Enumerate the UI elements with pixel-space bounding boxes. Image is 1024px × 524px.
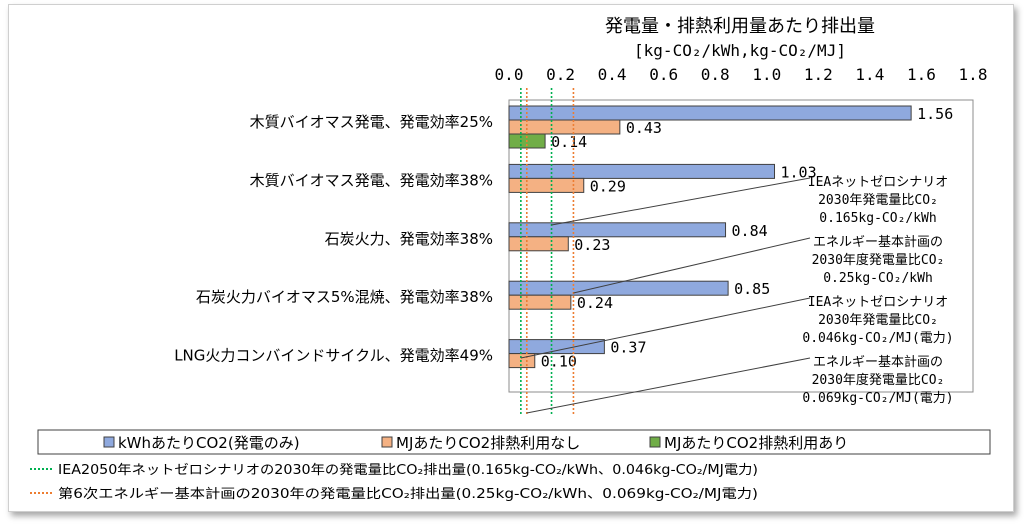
annotation-text: 0.25kg-CO₂/kWh xyxy=(823,271,933,286)
data-label: 0.10 xyxy=(541,353,577,371)
legend-swatch xyxy=(103,436,115,448)
data-label: 0.37 xyxy=(610,339,646,357)
annotation-leader xyxy=(520,297,811,359)
data-label: 0.23 xyxy=(574,236,610,254)
data-label: 0.14 xyxy=(551,133,587,151)
x-tick-label: 0.6 xyxy=(649,65,678,84)
annotation-leader xyxy=(526,357,811,414)
annotation-leader xyxy=(551,177,811,226)
category-label: LNG火力コンバインドサイクル、発電効率49% xyxy=(174,347,493,365)
x-tick-label: 1.0 xyxy=(752,65,781,84)
bar-1 xyxy=(508,105,912,121)
bar-1 xyxy=(508,339,605,355)
bar-2 xyxy=(508,353,536,369)
annotation-text: IEAネットゼロシナリオ xyxy=(808,175,948,190)
annotation-text: 2030年度発電量比CO₂ xyxy=(812,252,945,268)
data-label: 0.43 xyxy=(626,119,662,137)
annotation-text: エネルギー基本計画の xyxy=(813,234,943,250)
data-label: 0.29 xyxy=(590,177,626,195)
data-label: 0.24 xyxy=(577,294,613,312)
data-label: 1.56 xyxy=(917,105,953,123)
annotation-text: エネルギー基本計画の xyxy=(813,354,943,370)
bar-1 xyxy=(508,222,727,238)
bar-1 xyxy=(508,280,729,296)
data-label: 0.84 xyxy=(732,222,768,240)
bar-2 xyxy=(508,119,621,135)
chart-title: 発電量・排熱利用量あたり排出量 xyxy=(605,16,875,37)
category-label: 木質バイオマス発電、発電効率38% xyxy=(250,171,493,189)
x-tick-label: 0.2 xyxy=(546,65,575,84)
x-tick-label: 1.6 xyxy=(907,65,936,84)
bar-1 xyxy=(508,163,776,179)
legend-line-label: 第6次エネルギー基本計画の2030年の発電量比CO₂排出量(0.25kg-CO₂… xyxy=(58,486,758,502)
x-tick-label: 1.8 xyxy=(959,65,988,84)
legend-box xyxy=(37,429,991,455)
x-tick-label: 1.4 xyxy=(855,65,884,84)
legend-line-label: IEA2050年ネットゼロシナリオの2030年の発電量比CO₂排出量(0.165… xyxy=(58,463,758,478)
chart-unit-label: [kg-CO₂/kWh,kg-CO₂/MJ] xyxy=(634,41,846,60)
category-label: 石炭火力、発電効率38% xyxy=(325,230,493,248)
bar-2 xyxy=(508,294,572,310)
annotation-text: IEAネットゼロシナリオ xyxy=(808,295,948,310)
legend-label: MJあたりCO2排熱利用なし xyxy=(396,434,580,452)
data-label: 0.85 xyxy=(734,280,770,298)
annotation-text: 2030年発電量比CO₂ xyxy=(818,313,938,328)
annotation-text: 0.069kg-CO₂/MJ(電力) xyxy=(802,391,953,406)
x-tick-label: 0.8 xyxy=(701,65,730,84)
bar-2 xyxy=(508,177,585,193)
annotation-text: 0.165kg-CO₂/kWh xyxy=(819,211,936,226)
legend-swatch xyxy=(649,436,661,448)
x-tick-label: 0.0 xyxy=(495,65,524,84)
category-label: 石炭火力バイオマス5%混焼、発電効率38% xyxy=(196,288,493,306)
x-tick-label: 0.4 xyxy=(598,65,627,84)
annotation-text: 2030年発電量比CO₂ xyxy=(818,193,938,208)
category-label: 木質バイオマス発電、発電効率25% xyxy=(250,113,493,131)
annotation-text: 2030年度発電量比CO₂ xyxy=(812,372,945,388)
data-label: 1.03 xyxy=(781,163,817,181)
bar-2 xyxy=(508,236,569,252)
chart-frame xyxy=(8,4,1014,512)
annotation-text: 0.046kg-CO₂/MJ(電力) xyxy=(802,331,953,346)
annotation-leader xyxy=(573,237,811,294)
legend-swatch xyxy=(381,436,393,448)
legend-label: MJあたりCO2排熱利用あり xyxy=(664,434,848,452)
x-tick-label: 1.2 xyxy=(804,65,833,84)
legend-label: kWhあたりCO2(発電のみ) xyxy=(118,434,300,452)
